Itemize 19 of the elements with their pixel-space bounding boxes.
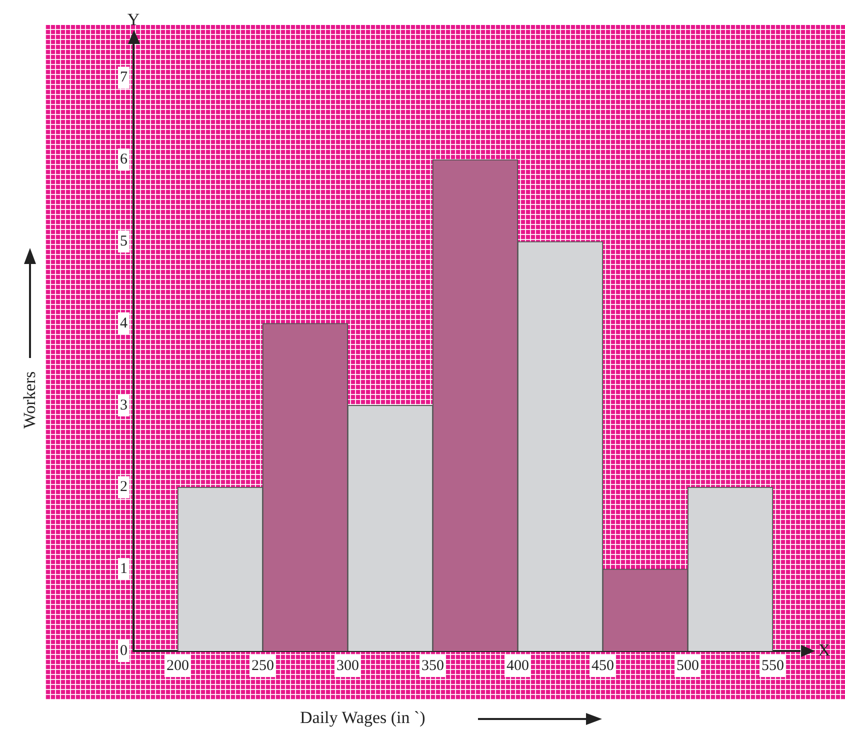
x-tick-label: 400 bbox=[506, 658, 530, 674]
text: Y bbox=[127, 10, 140, 29]
x-tick-label: 450 bbox=[592, 658, 614, 674]
x-tick-label: 550 bbox=[762, 658, 784, 674]
y-tick-label: 4 bbox=[120, 315, 128, 332]
x-tick-label: 500 bbox=[676, 658, 700, 674]
y-tick-label: 3 bbox=[120, 397, 128, 414]
y-tick-label: 0 bbox=[120, 642, 128, 659]
y-tick-label: 7 bbox=[120, 70, 128, 86]
x-tick-label: 200 bbox=[166, 658, 189, 674]
x-axis-title: Daily Wages (in `) bbox=[300, 708, 426, 728]
y-tick-label: 5 bbox=[120, 233, 128, 250]
x-tick-label: 300 bbox=[336, 658, 359, 674]
y-axis-title: Workers bbox=[20, 371, 40, 429]
x-tick-label: 250 bbox=[251, 658, 274, 674]
x-tick-label: 350 bbox=[421, 658, 444, 674]
y-tick-label: 2 bbox=[120, 479, 128, 496]
y-tick-label: 1 bbox=[120, 561, 128, 578]
y-tick-label: 6 bbox=[120, 152, 128, 168]
